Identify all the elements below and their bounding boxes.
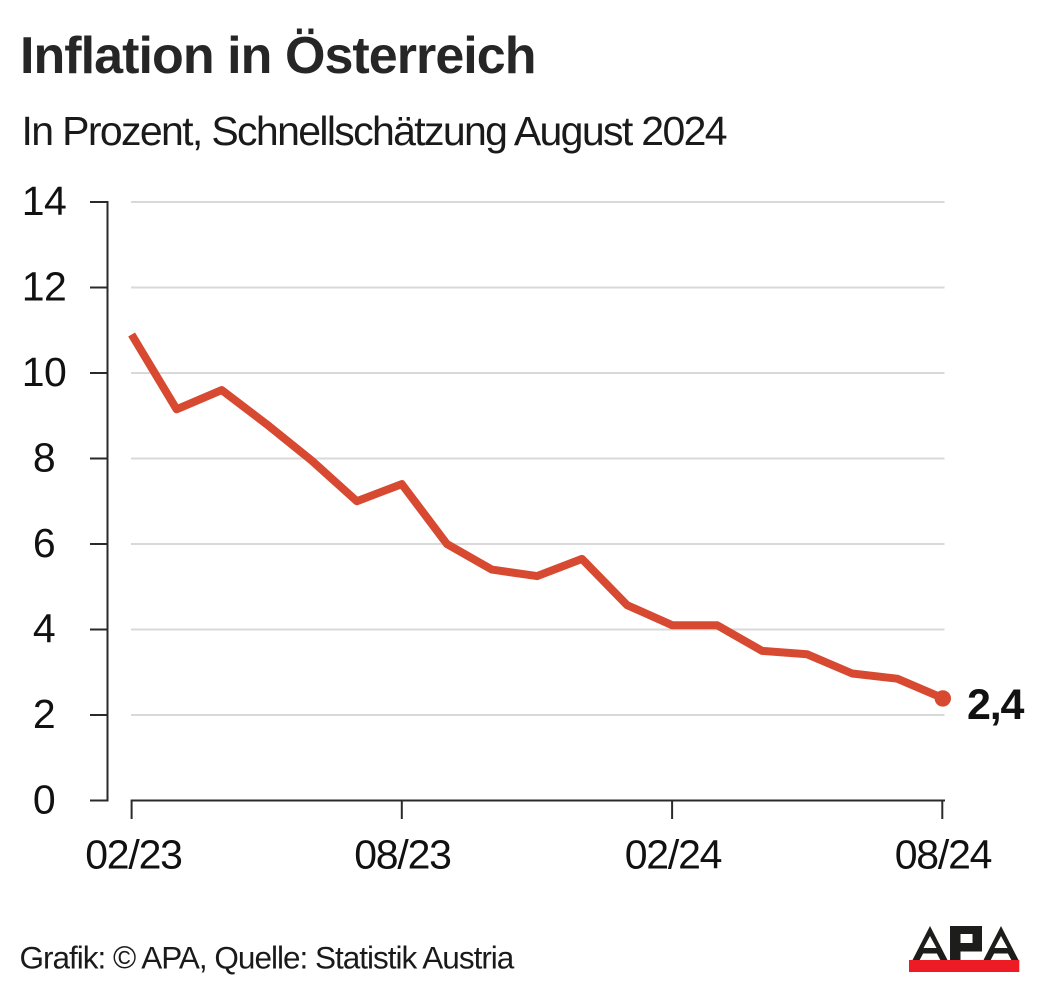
svg-text:2: 2 bbox=[33, 691, 55, 737]
svg-text:02/23: 02/23 bbox=[85, 832, 182, 878]
svg-text:10: 10 bbox=[22, 349, 67, 395]
svg-text:08/24: 08/24 bbox=[895, 832, 992, 878]
svg-text:2,4: 2,4 bbox=[967, 681, 1024, 729]
svg-text:02/24: 02/24 bbox=[625, 832, 722, 878]
svg-text:8: 8 bbox=[33, 434, 55, 480]
svg-text:08/23: 08/23 bbox=[354, 832, 451, 878]
svg-text:14: 14 bbox=[22, 178, 67, 224]
svg-text:In Prozent, Schnellschätzung A: In Prozent, Schnellschätzung August 2024 bbox=[22, 108, 727, 154]
svg-text:12: 12 bbox=[22, 263, 67, 309]
svg-text:0: 0 bbox=[33, 776, 55, 822]
svg-text:4: 4 bbox=[33, 605, 55, 651]
svg-text:6: 6 bbox=[33, 520, 55, 566]
svg-text:Inflation in Österreich: Inflation in Österreich bbox=[20, 27, 536, 85]
svg-text:Grafik: © APA, Quelle: Statist: Grafik: © APA, Quelle: Statistik Austria bbox=[20, 940, 515, 976]
